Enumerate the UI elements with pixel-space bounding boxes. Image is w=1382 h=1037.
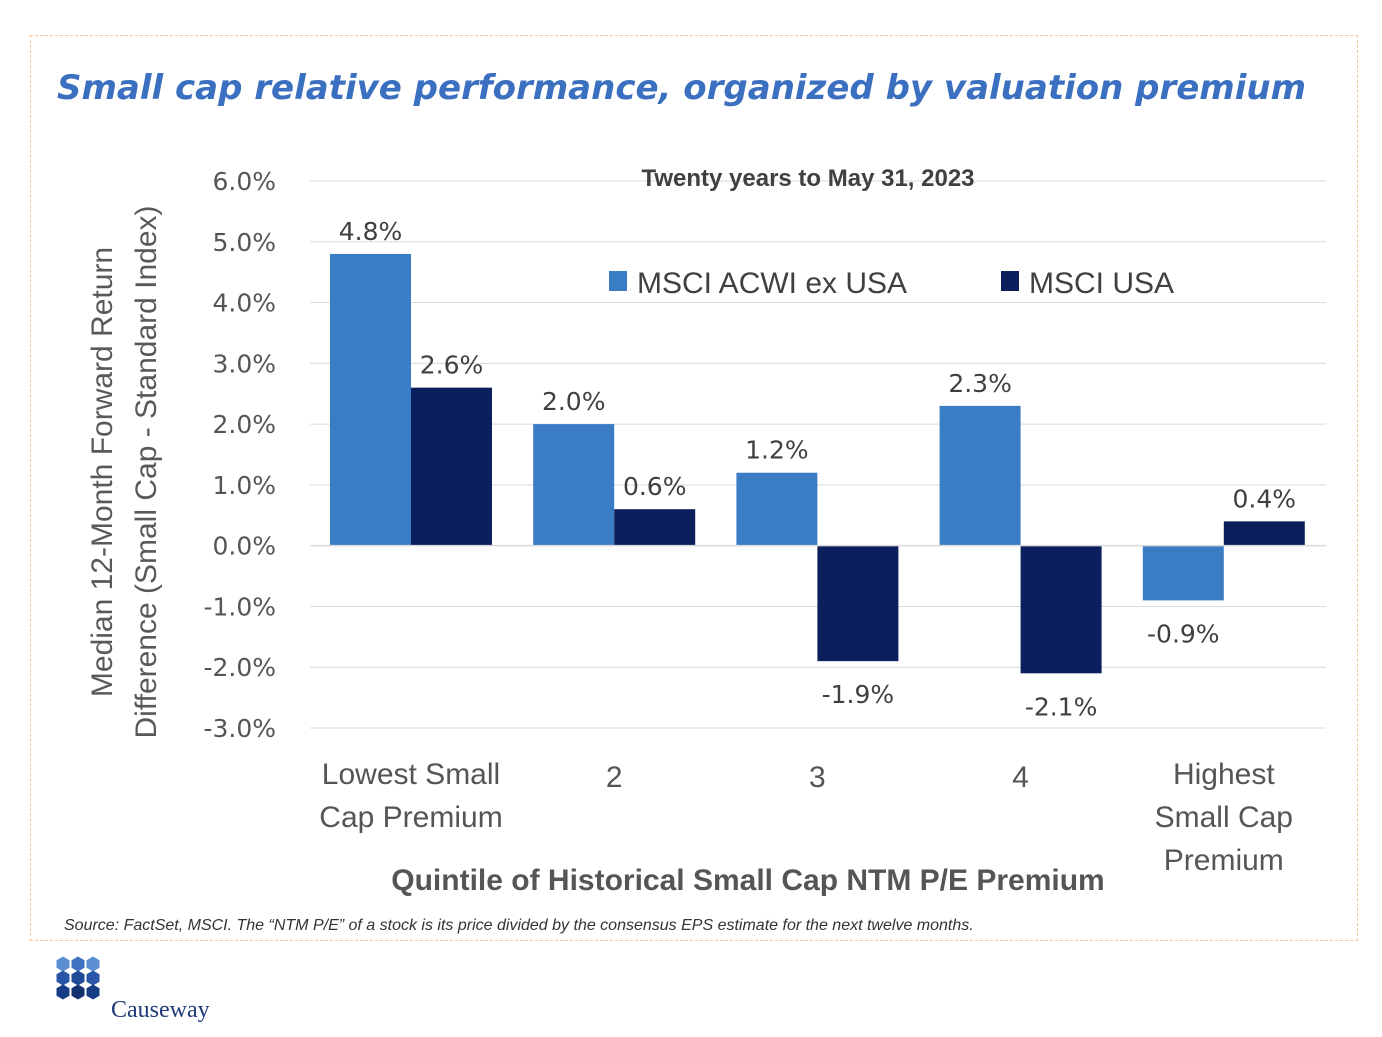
- y-tick-label: 5.0%: [212, 228, 276, 257]
- legend-swatch: [609, 271, 627, 291]
- x-tick-label: Premium: [1164, 844, 1284, 877]
- legend-swatch: [1001, 271, 1019, 291]
- y-tick-label: 2.0%: [212, 410, 276, 439]
- x-tick-label: Cap Premium: [319, 801, 502, 834]
- bar-usa: [1020, 545, 1102, 674]
- x-tick-label: Small Cap: [1155, 801, 1293, 834]
- y-tick-label: 4.0%: [212, 289, 276, 318]
- x-axis-title: Quintile of Historical Small Cap NTM P/E…: [391, 864, 1104, 897]
- data-label: 2.6%: [420, 351, 484, 380]
- data-label: -0.9%: [1147, 619, 1220, 648]
- chart-subtitle: Twenty years to May 31, 2023: [641, 165, 974, 192]
- bar-acwi-ex-usa: [1142, 545, 1224, 601]
- data-label: -1.9%: [822, 680, 895, 709]
- causeway-logo-icon: [56, 956, 100, 1000]
- data-label: 2.3%: [948, 369, 1012, 398]
- bar-acwi-ex-usa: [736, 472, 818, 546]
- bar-acwi-ex-usa: [533, 424, 615, 546]
- bar-usa: [817, 545, 899, 662]
- data-label: 2.0%: [542, 387, 606, 416]
- y-axis-title: Difference (Small Cap - Standard Index): [130, 205, 163, 738]
- legend-label: MSCI ACWI ex USA: [637, 267, 907, 300]
- x-tick-label: 2: [606, 761, 623, 794]
- data-label: 0.4%: [1233, 484, 1297, 513]
- legend-label: MSCI USA: [1029, 267, 1174, 300]
- x-tick-label: 4: [1012, 761, 1029, 794]
- y-axis-title: Median 12-Month Forward Return: [86, 247, 119, 697]
- chart-frame: [30, 35, 1358, 941]
- source-note: Source: FactSet, MSCI. The “NTM P/E” of …: [64, 917, 974, 934]
- data-label: -2.1%: [1025, 692, 1098, 721]
- bar-usa: [411, 387, 492, 546]
- data-label: 0.6%: [623, 472, 687, 501]
- y-tick-label: -1.0%: [203, 592, 276, 621]
- data-label: 1.2%: [745, 436, 809, 465]
- y-tick-label: 6.0%: [212, 167, 276, 196]
- bar-usa: [1223, 521, 1305, 546]
- chart-title: Small cap relative performance, organize…: [57, 68, 1307, 108]
- data-label: 4.8%: [339, 217, 403, 246]
- y-tick-label: -3.0%: [203, 714, 276, 743]
- x-tick-label: Highest: [1173, 758, 1275, 791]
- y-tick-label: 0.0%: [212, 532, 276, 561]
- x-tick-label: Lowest Small: [322, 758, 500, 791]
- bar-usa: [614, 509, 696, 546]
- y-tick-label: -2.0%: [203, 653, 276, 682]
- bar-acwi-ex-usa: [330, 253, 411, 546]
- bar-acwi-ex-usa: [939, 405, 1021, 546]
- logo-text: Causeway: [111, 997, 210, 1023]
- x-tick-label: 3: [809, 761, 826, 794]
- y-tick-label: 3.0%: [212, 349, 276, 378]
- y-tick-label: 1.0%: [212, 471, 276, 500]
